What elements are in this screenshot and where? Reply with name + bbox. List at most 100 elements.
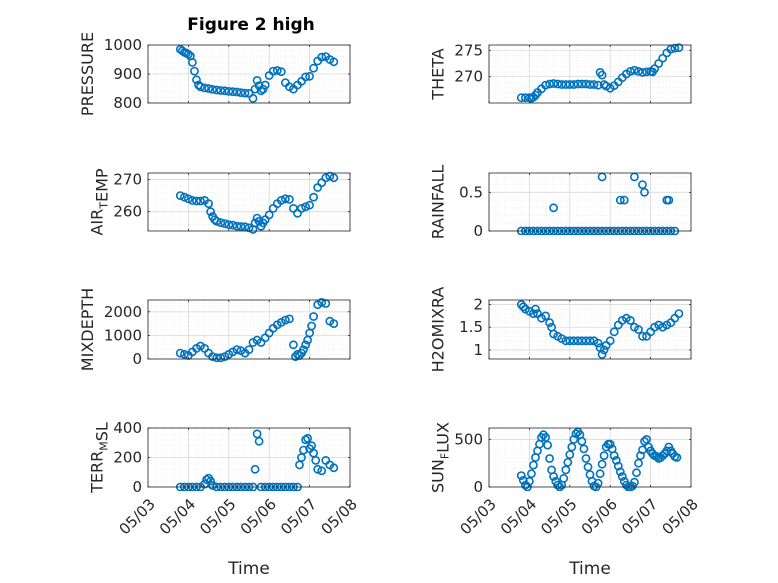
data-point xyxy=(179,349,189,359)
data-point xyxy=(236,88,246,97)
data-point xyxy=(613,461,623,471)
data-point xyxy=(212,216,222,226)
data-point xyxy=(196,196,205,206)
data-point xyxy=(179,192,189,202)
data-point xyxy=(561,465,571,475)
data-point xyxy=(589,80,599,89)
data-point xyxy=(309,63,318,73)
data-point xyxy=(516,471,526,480)
subplot-2: 270 275 THETA xyxy=(428,41,692,104)
data-point xyxy=(634,325,643,334)
y-tick-label: 2000 xyxy=(104,303,142,321)
data-point xyxy=(563,457,573,467)
data-point xyxy=(518,302,528,312)
data-point xyxy=(202,475,211,484)
y-tick-label: 0.5 xyxy=(459,183,483,201)
data-point xyxy=(634,67,643,76)
data-point xyxy=(630,65,639,75)
axes-box xyxy=(147,172,351,232)
data-point xyxy=(585,336,595,346)
data-point xyxy=(549,79,558,88)
data-point xyxy=(264,210,274,220)
data-point xyxy=(228,87,238,97)
axes-box xyxy=(488,427,692,488)
data-point xyxy=(216,353,226,363)
data-point xyxy=(206,476,215,486)
data-point xyxy=(658,53,668,63)
data-point xyxy=(585,80,595,89)
y-tick-label: 0 xyxy=(132,350,142,368)
data-point xyxy=(581,454,591,463)
data-point xyxy=(521,93,530,103)
y-tick-label: 0 xyxy=(473,222,483,240)
data-point xyxy=(577,336,587,346)
subplot-6: 1 1.5 2 H2OMIXRA xyxy=(428,287,692,373)
data-point xyxy=(640,187,649,197)
subplot-5: 0 1000 2000 MIXDEPTH xyxy=(78,288,351,371)
data-point xyxy=(240,88,250,98)
data-point xyxy=(672,453,682,462)
subplot-4: 0 0.5 RAINFALL xyxy=(428,165,692,240)
y-axis-label: RAINFALL xyxy=(428,165,447,240)
y-axis-label: H2OMIXRA xyxy=(428,287,447,373)
y-tick-label: 900 xyxy=(113,65,142,83)
axes-background xyxy=(148,173,350,231)
y-tick-label: 1 xyxy=(473,341,483,359)
data-point xyxy=(642,434,651,444)
y-tick-label: 0 xyxy=(132,478,142,496)
data-point xyxy=(297,203,306,213)
data-point xyxy=(640,436,649,446)
data-point xyxy=(240,222,250,232)
data-point xyxy=(280,315,290,325)
axes-box xyxy=(488,299,692,360)
data-series xyxy=(175,297,339,363)
data-point xyxy=(301,72,310,82)
data-point xyxy=(573,79,583,89)
data-point xyxy=(192,75,201,85)
x-tick-label: 05/07 xyxy=(618,495,661,538)
data-point xyxy=(200,83,209,93)
data-point xyxy=(626,67,635,76)
data-point xyxy=(626,315,635,325)
data-point xyxy=(305,71,314,81)
y-axis-label: TERRMSL xyxy=(87,422,111,494)
data-point xyxy=(190,66,199,76)
data-point xyxy=(569,80,579,89)
data-point xyxy=(541,311,550,321)
data-point xyxy=(329,463,339,473)
data-point xyxy=(276,195,286,205)
data-point xyxy=(636,451,645,460)
y-axis-label: MIXDEPTH xyxy=(78,288,97,371)
data-point xyxy=(196,82,205,92)
data-point xyxy=(317,466,327,476)
data-point xyxy=(280,194,290,204)
data-point xyxy=(549,203,558,213)
data-point xyxy=(224,220,234,229)
x-tick-label: 05/03 xyxy=(456,495,499,538)
data-point xyxy=(609,451,619,460)
data-point xyxy=(325,171,335,181)
data-point xyxy=(232,345,242,354)
data-point xyxy=(615,467,625,477)
data-point xyxy=(216,86,226,95)
data-point xyxy=(187,58,197,67)
data-point xyxy=(527,469,536,479)
axes-background xyxy=(489,45,691,103)
data-point xyxy=(307,321,316,331)
data-point xyxy=(597,459,607,469)
data-point xyxy=(605,439,615,449)
x-tick-label: 05/06 xyxy=(237,495,280,538)
data-point xyxy=(208,85,217,94)
data-point xyxy=(565,80,575,89)
data-point xyxy=(567,442,577,452)
x-axis-label: Time xyxy=(568,559,611,579)
data-point xyxy=(192,196,201,206)
y-tick-label: 800 xyxy=(113,94,142,112)
data-point xyxy=(638,68,647,77)
data-point xyxy=(615,195,625,205)
data-point xyxy=(220,219,230,228)
